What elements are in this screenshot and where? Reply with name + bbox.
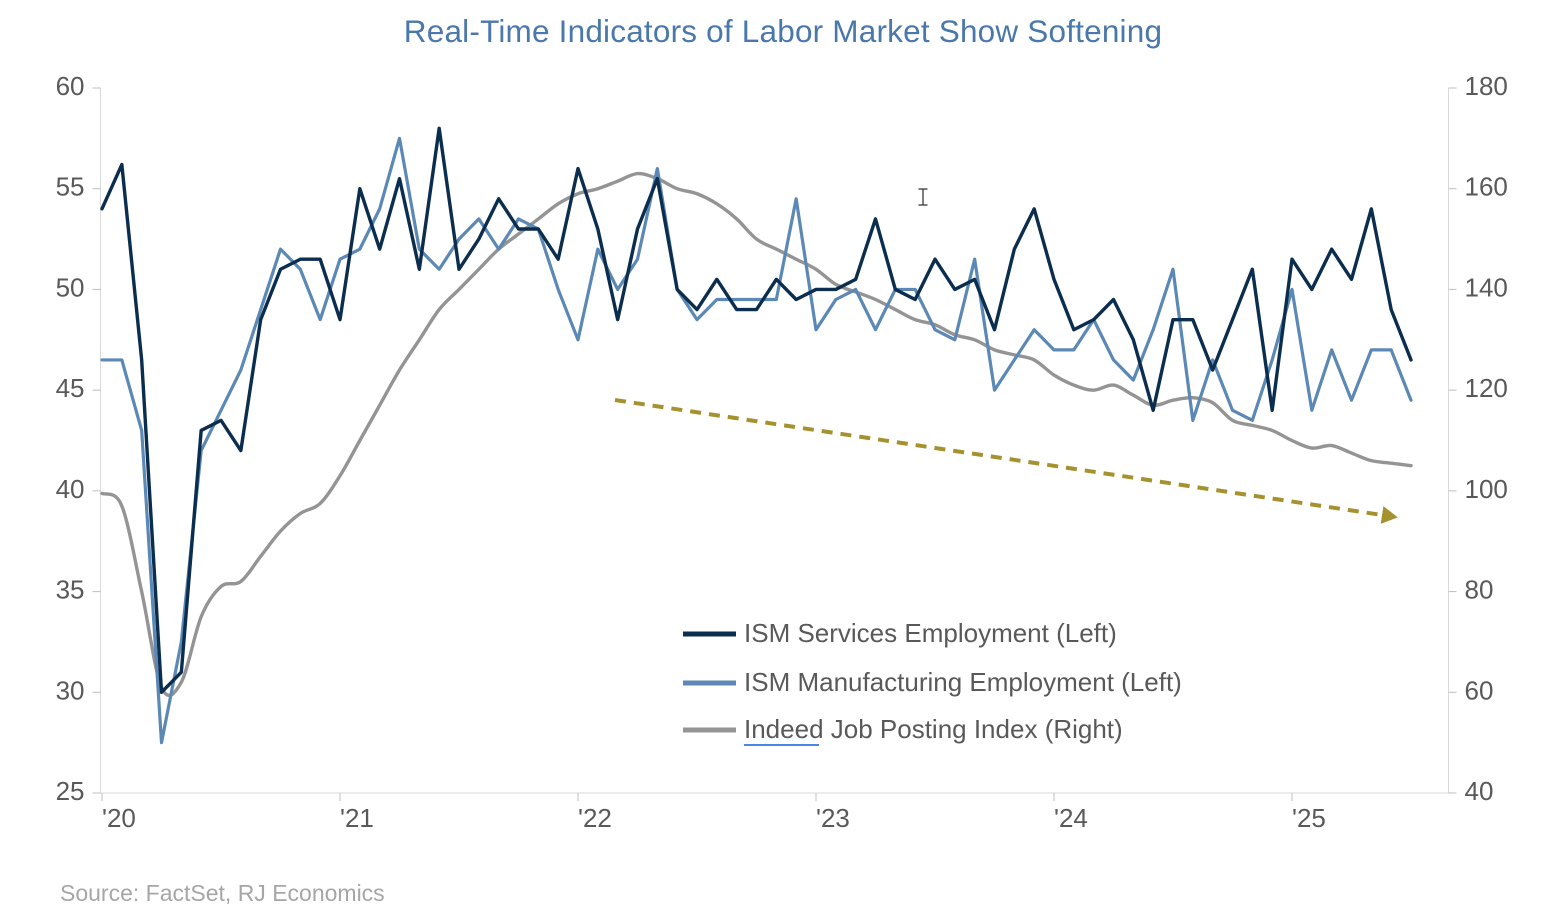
svg-text:120: 120	[1465, 373, 1508, 403]
svg-text:25: 25	[56, 776, 85, 806]
svg-text:'21: '21	[340, 803, 374, 833]
svg-text:40: 40	[56, 474, 85, 504]
svg-text:'22: '22	[578, 803, 612, 833]
svg-text:'24: '24	[1054, 803, 1088, 833]
svg-text:40: 40	[1465, 776, 1494, 806]
svg-text:35: 35	[56, 575, 85, 605]
svg-text:60: 60	[56, 71, 85, 101]
svg-text:60: 60	[1465, 675, 1494, 705]
svg-text:45: 45	[56, 373, 85, 403]
svg-text:80: 80	[1465, 575, 1494, 605]
svg-text:160: 160	[1465, 172, 1508, 202]
svg-text:55: 55	[56, 172, 85, 202]
svg-text:'25: '25	[1292, 803, 1326, 833]
svg-text:30: 30	[56, 675, 85, 705]
svg-text:100: 100	[1465, 474, 1508, 504]
svg-text:'23: '23	[816, 803, 850, 833]
svg-text:140: 140	[1465, 272, 1508, 302]
svg-text:50: 50	[56, 272, 85, 302]
svg-text:Indeed Job Posting Index (Righ: Indeed Job Posting Index (Right)	[744, 714, 1123, 744]
svg-text:ISM Services Employment (Left): ISM Services Employment (Left)	[744, 618, 1117, 648]
svg-text:ISM Manufacturing Employment (: ISM Manufacturing Employment (Left)	[744, 667, 1182, 697]
svg-text:180: 180	[1465, 71, 1508, 101]
svg-text:'20: '20	[102, 803, 136, 833]
